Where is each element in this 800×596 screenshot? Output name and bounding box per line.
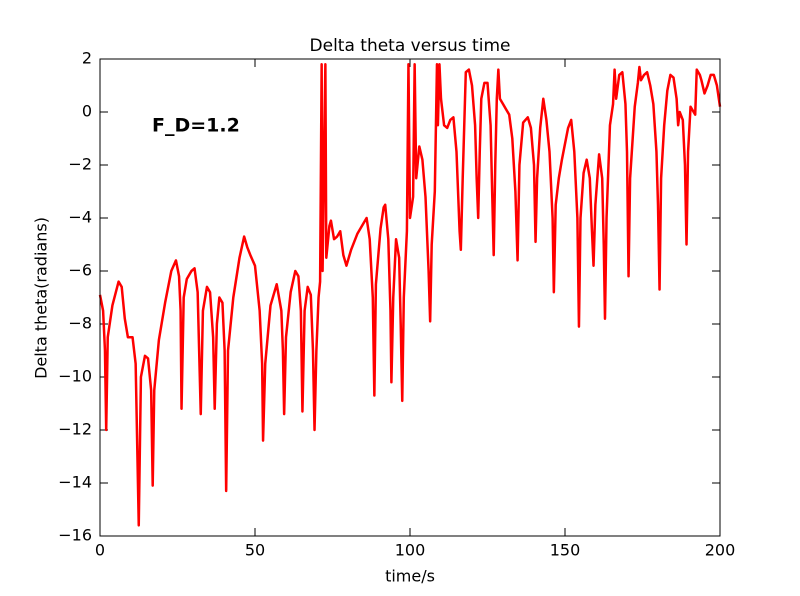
plot-frame (99, 58, 721, 537)
data-line (98, 63, 722, 527)
y-tick-label: 2 (82, 49, 92, 68)
x-tick-label: 0 (95, 541, 105, 560)
y-tick-label: −2 (68, 155, 92, 174)
y-tick-label: −10 (58, 367, 92, 386)
x-tick-label: 200 (705, 541, 736, 560)
y-tick-label: −4 (68, 208, 92, 227)
y-tick-label: −14 (58, 473, 92, 492)
y-tick-label: 0 (82, 102, 92, 121)
annotation: F_D=1.2 (152, 115, 240, 137)
y-tick-label: −6 (68, 261, 92, 280)
y-axis-label: Delta theta(radians) (32, 217, 51, 379)
x-tick-label: 150 (550, 541, 581, 560)
x-tick-label: 50 (245, 541, 265, 560)
y-tick-label: −12 (58, 420, 92, 439)
y-tick-label: −16 (58, 526, 92, 545)
x-tick-label: 100 (395, 541, 426, 560)
x-axis-label: time/s (385, 567, 435, 586)
chart-title: Delta theta versus time (310, 36, 511, 56)
y-tick-label: −8 (68, 314, 92, 333)
